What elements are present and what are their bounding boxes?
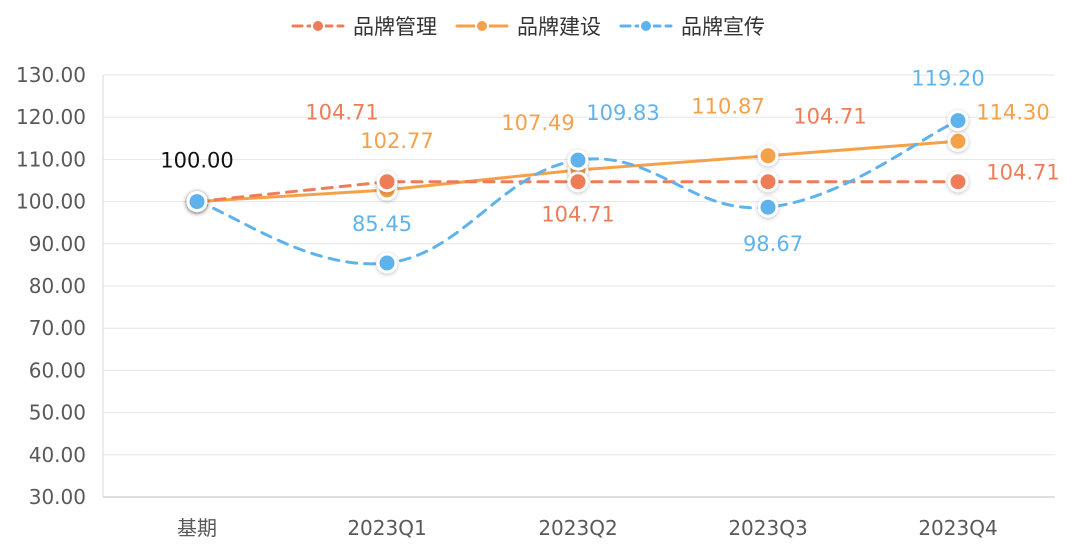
data-label: 110.87 <box>691 95 764 119</box>
data-label: 114.30 <box>976 100 1049 124</box>
data-label: 100.00 <box>160 149 233 173</box>
data-point <box>757 171 779 193</box>
legend-marker <box>311 19 325 33</box>
data-point <box>376 252 398 274</box>
data-label: 98.67 <box>743 232 803 256</box>
x-tick-label: 2023Q4 <box>918 516 997 540</box>
data-label: 107.49 <box>501 111 574 135</box>
y-tick-label: 60.00 <box>29 358 86 382</box>
data-label: 109.83 <box>586 101 659 125</box>
x-axis: 基期 2023Q1 2023Q2 2023Q3 2023Q4 <box>103 496 1055 540</box>
x-tick-label: 基期 <box>177 516 217 540</box>
data-label: 119.20 <box>911 67 984 91</box>
data-point <box>567 171 589 193</box>
y-tick-label: 40.00 <box>29 443 86 467</box>
y-tick-label: 110.00 <box>16 147 86 171</box>
data-label: 104.71 <box>793 105 866 129</box>
y-tick-label: 120.00 <box>16 105 86 129</box>
y-tick-label: 50.00 <box>29 401 86 425</box>
legend-label: 品牌宣传 <box>681 15 765 39</box>
data-label: 104.71 <box>541 203 614 227</box>
data-label: 104.71 <box>305 101 378 125</box>
data-point <box>567 149 589 171</box>
y-tick-label: 100.00 <box>16 190 86 214</box>
data-labels: 104.71 104.71 104.71 104.71 102.77 107.49 110.… <box>160 67 1059 257</box>
data-point <box>186 191 208 213</box>
legend-label: 品牌建设 <box>517 15 601 39</box>
x-tick-label: 2023Q3 <box>728 516 807 540</box>
y-axis: 30.00 40.00 50.00 60.00 70.00 80.00 90.00 100.0… <box>16 63 104 509</box>
data-point <box>947 171 969 193</box>
data-label: 102.77 <box>360 129 433 153</box>
legend: 品牌管理 品牌建设 品牌宣传 <box>291 15 765 39</box>
gridlines <box>103 74 1055 498</box>
y-tick-label: 30.00 <box>29 485 86 509</box>
series-points <box>186 110 969 274</box>
data-label: 104.71 <box>986 161 1059 185</box>
legend-marker <box>639 19 653 33</box>
data-label: 85.45 <box>352 212 412 236</box>
data-point <box>947 130 969 152</box>
x-tick-label: 2023Q1 <box>347 516 426 540</box>
data-point <box>947 110 969 132</box>
legend-marker <box>475 19 489 33</box>
data-point <box>376 171 398 193</box>
x-tick-label: 2023Q2 <box>538 516 617 540</box>
legend-label: 品牌管理 <box>353 15 437 39</box>
y-tick-label: 130.00 <box>16 63 86 87</box>
y-tick-label: 90.00 <box>29 232 86 256</box>
data-point <box>757 196 779 218</box>
y-tick-label: 70.00 <box>29 316 86 340</box>
y-tick-label: 80.00 <box>29 274 86 298</box>
data-point <box>757 145 779 167</box>
